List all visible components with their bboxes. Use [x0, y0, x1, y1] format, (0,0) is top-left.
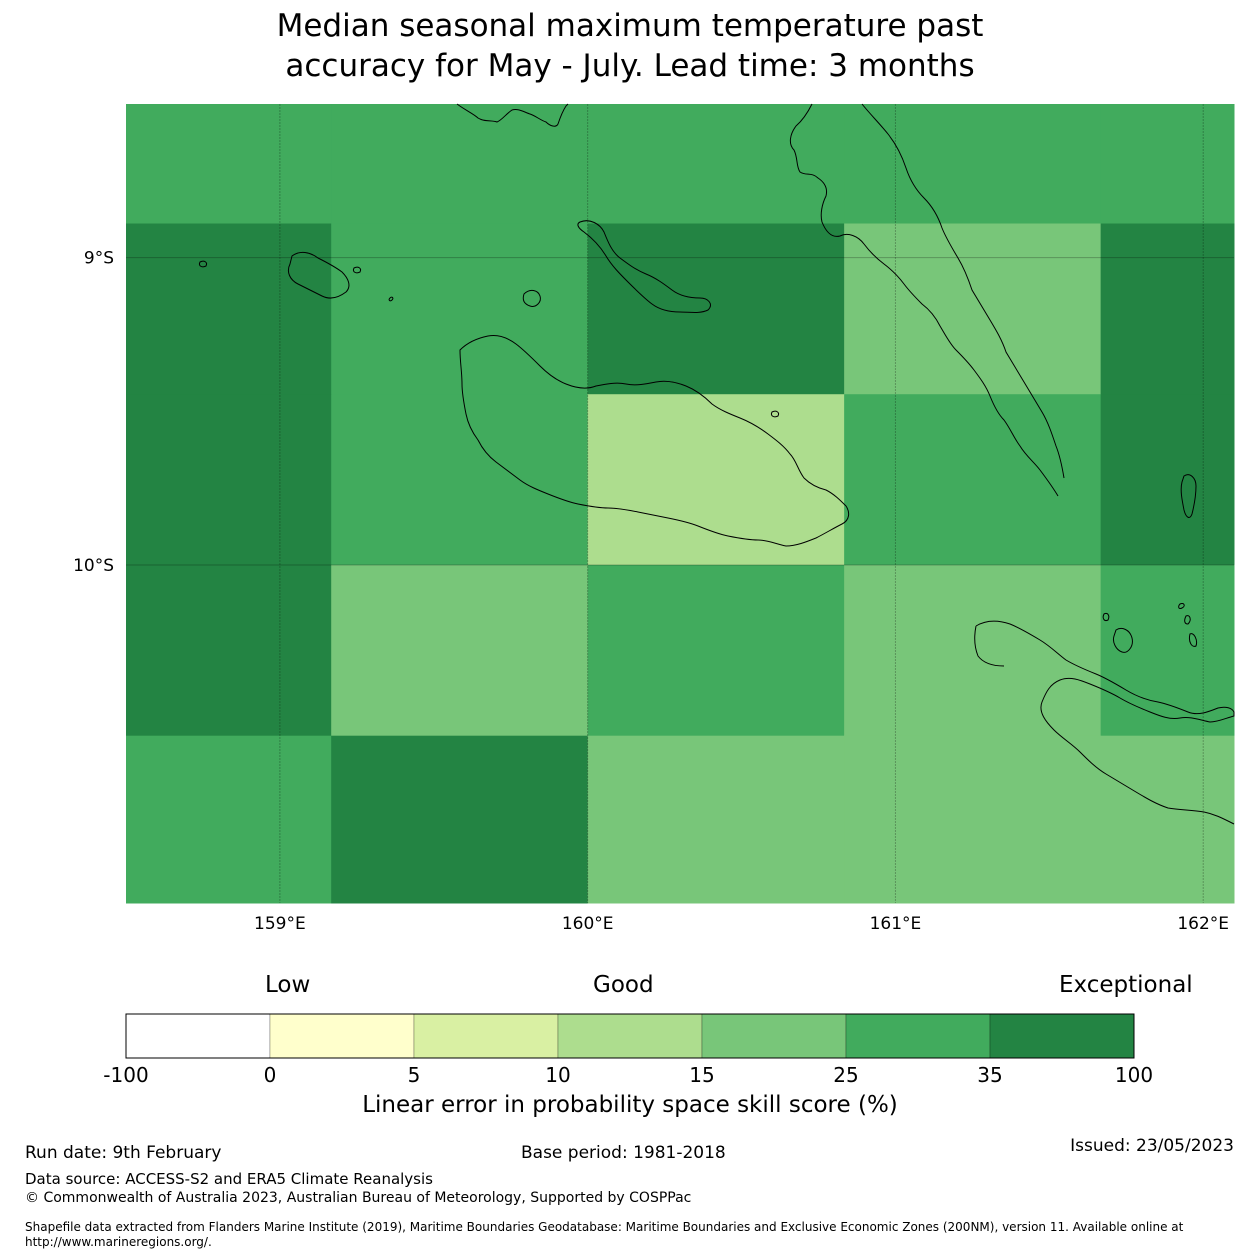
coastline-small-east: [1180, 474, 1197, 518]
grid-cell: [331, 223, 589, 395]
coastline-small-se3: [1178, 603, 1185, 609]
y-tick-label: 10°S: [73, 556, 114, 576]
grid-cell: [126, 564, 332, 737]
grid-cell: [126, 223, 332, 395]
coastline-small-se1: [1113, 627, 1133, 653]
grid-cell: [587, 104, 845, 225]
grid-cell: [331, 564, 589, 737]
coastlines: [199, 103, 1235, 825]
grid-cell: [844, 735, 1102, 904]
grid-cell: [587, 394, 845, 566]
grid-cell: [126, 394, 332, 566]
category-low: Low: [265, 972, 311, 998]
colorbar-tick-label: 10: [545, 1063, 570, 1087]
grid-cell: [126, 104, 332, 225]
colorbar-swatch: [269, 1013, 415, 1059]
coastline-guadalcanal: [459, 335, 850, 547]
graticule: [126, 104, 1234, 903]
colorbar-swatch: [413, 1013, 559, 1059]
grid-cell: [331, 735, 589, 904]
run-date: Run date: 9th February: [25, 1143, 222, 1163]
coastline-small-1: [199, 260, 207, 268]
x-tick-label: 159°E: [254, 914, 306, 934]
colorbar-tick-label: 0: [264, 1063, 277, 1087]
grid-cell: [331, 394, 589, 566]
x-tick-label: 161°E: [870, 914, 922, 934]
grid-cell: [1100, 394, 1235, 566]
coastline-small-se4: [1184, 615, 1191, 625]
grid-cell: [126, 735, 332, 904]
coastline-small-3: [388, 296, 394, 302]
coastline-makira-north: [974, 625, 1005, 667]
coastline-santa-isabel: [789, 103, 1059, 497]
coastline-savo: [522, 289, 541, 307]
coastline-santa-isabel-east: [861, 103, 1065, 479]
coastline-nggela: [456, 103, 569, 127]
y-tick-label: 9°S: [84, 249, 114, 269]
x-tick-label: 160°E: [562, 914, 614, 934]
shapefile-credit: Shapefile data extracted from Flanders M…: [25, 1220, 1184, 1249]
colorbar-tick-label: 100: [1115, 1063, 1153, 1087]
map-title: Median seasonal maximum temperature past…: [0, 6, 1260, 86]
axis-tick-labels: 159°E 160°E 161°E 162°E 9°S 10°S: [73, 249, 1229, 934]
copyright: © Commonwealth of Australia 2023, Austra…: [25, 1190, 692, 1206]
grid-cell: [1100, 104, 1235, 225]
grid-cell: [844, 394, 1102, 566]
x-tick-label: 162°E: [1177, 914, 1229, 934]
grid-cell: [1100, 735, 1235, 904]
coastline-russell: [287, 251, 350, 299]
grid-cell: [1100, 223, 1235, 395]
grid-cell: [844, 223, 1102, 395]
colorbar-swatch: [557, 1013, 703, 1059]
title-line-2: accuracy for May - July. Lead time: 3 mo…: [285, 48, 975, 84]
base-period: Base period: 1981-2018: [521, 1143, 726, 1163]
colorbar-swatch: [125, 1013, 271, 1059]
grid-cell: [587, 564, 845, 737]
colorbar-tick-label: 15: [689, 1063, 714, 1087]
grid-cell: [1100, 564, 1235, 737]
skill-score-map: 159°E 160°E 161°E 162°E 9°S 10°S: [73, 103, 1235, 934]
grid-cells: [126, 104, 1235, 904]
coastline-small-2: [353, 266, 361, 274]
colorbar-swatch: [701, 1013, 847, 1059]
coastline-small-mid: [771, 410, 779, 418]
coastline-small-se5: [1189, 633, 1197, 647]
category-good: Good: [593, 972, 654, 998]
colorbar: -100 0 5 10 15 25 35 100: [103, 1013, 1153, 1087]
colorbar-swatches: [125, 1013, 1135, 1059]
data-source: Data source: ACCESS-S2 and ERA5 Climate …: [25, 1170, 433, 1188]
colorbar-swatch: [845, 1013, 991, 1059]
coastline-makira: [975, 620, 1235, 825]
coastline-small-se2: [1102, 613, 1110, 621]
grid-cell: [844, 104, 1102, 225]
grid-cell: [587, 735, 845, 904]
colorbar-tick-label: 35: [977, 1063, 1002, 1087]
coastline-nggela-south: [577, 220, 711, 313]
colorbar-label: Linear error in probability space skill …: [362, 1092, 898, 1118]
grid-cell: [844, 564, 1102, 737]
colorbar-tick-label: 25: [833, 1063, 858, 1087]
colorbar-tick-label: -100: [103, 1063, 148, 1087]
colorbar-swatch: [989, 1013, 1135, 1059]
category-exceptional: Exceptional: [1059, 972, 1193, 998]
grid-cell: [587, 223, 845, 395]
colorbar-frame: [125, 1013, 1135, 1059]
grid-cell: [331, 104, 589, 225]
issued-date: Issued: 23/05/2023: [1070, 1136, 1234, 1156]
colorbar-tick-label: 5: [408, 1063, 421, 1087]
title-line-1: Median seasonal maximum temperature past: [276, 8, 984, 44]
colorbar-tick-labels: -100 0 5 10 15 25 35 100: [103, 1063, 1153, 1087]
